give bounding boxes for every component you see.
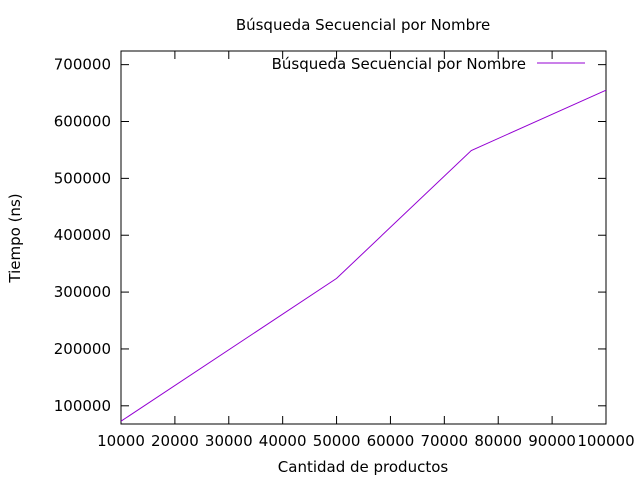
x-tick-label-6: 70000: [420, 432, 468, 450]
x-tick-label-9: 100000: [577, 432, 634, 450]
y-tick-label-6: 700000: [54, 56, 111, 74]
legend: Búsqueda Secuencial por Nombre: [272, 55, 585, 73]
x-axis-label: Cantidad de productos: [278, 458, 449, 476]
tick-labels: 10000 20000 30000 40000 50000 60000 70000 80000…: [54, 56, 635, 450]
y-tick-label-0: 100000: [54, 397, 111, 415]
x-tick-label-1: 20000: [151, 432, 199, 450]
y-tick-label-2: 300000: [54, 283, 111, 301]
x-tick-label-2: 30000: [205, 432, 253, 450]
series-layer: [120, 89, 607, 422]
x-tick-label-0: 10000: [97, 432, 145, 450]
y-tick-label-1: 200000: [54, 340, 111, 358]
y-tick-label-3: 400000: [54, 226, 111, 244]
axis-ticks: [120, 51, 607, 424]
x-tick-label-7: 80000: [474, 432, 522, 450]
y-tick-label-4: 500000: [54, 169, 111, 187]
x-tick-label-8: 90000: [528, 432, 576, 450]
y-axis-label: Tiempo (ns): [6, 193, 24, 283]
x-tick-label-5: 60000: [367, 432, 415, 450]
legend-label: Búsqueda Secuencial por Nombre: [272, 55, 526, 73]
x-tick-label-3: 40000: [259, 432, 307, 450]
series-line-0: [120, 89, 607, 422]
chart-title: Búsqueda Secuencial por Nombre: [236, 16, 490, 34]
plot-frame: [120, 50, 607, 425]
y-tick-label-5: 600000: [54, 113, 111, 131]
x-tick-label-4: 50000: [313, 432, 361, 450]
